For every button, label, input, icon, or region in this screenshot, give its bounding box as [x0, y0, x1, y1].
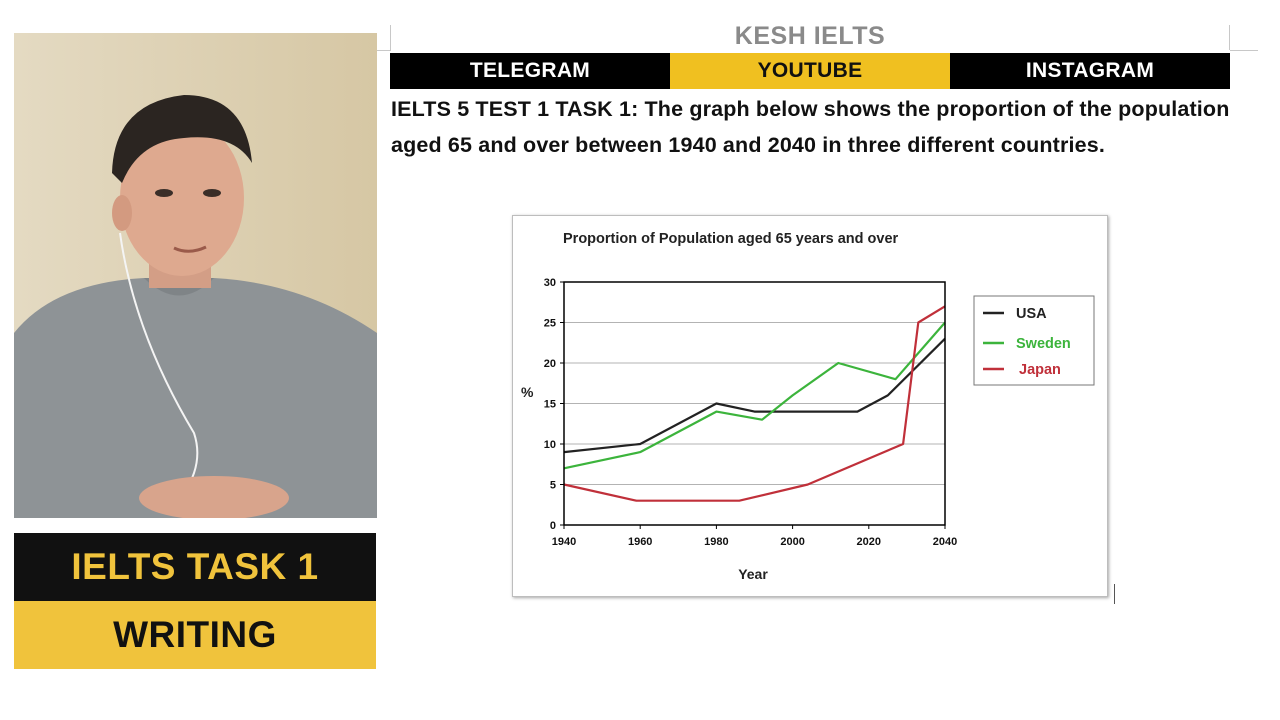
- legend-label: Japan: [1019, 362, 1061, 378]
- task-banner: IELTS TASK 1 WRITING: [14, 533, 376, 669]
- task-prompt: IELTS 5 TEST 1 TASK 1: The graph below s…: [391, 97, 1230, 157]
- x-tick-label: 1980: [704, 536, 728, 548]
- page-margin-mark: [1230, 50, 1258, 51]
- y-tick-label: 0: [550, 520, 556, 532]
- x-tick-label: 1940: [552, 536, 576, 548]
- page-margin-mark: [390, 25, 391, 50]
- youtube-link[interactable]: YOUTUBE: [670, 53, 950, 89]
- x-tick-label: 2040: [933, 536, 957, 548]
- social-links-bar: TELEGRAM YOUTUBE INSTAGRAM: [390, 53, 1230, 89]
- x-tick-label: 2000: [780, 536, 804, 548]
- legend-label: Sweden: [1016, 336, 1071, 352]
- presenter-webcam: [14, 33, 377, 518]
- page-margin-mark: [377, 50, 391, 51]
- y-tick-label: 10: [544, 439, 556, 451]
- instagram-link[interactable]: INSTAGRAM: [950, 53, 1230, 89]
- series-line-usa: [563, 337, 946, 454]
- x-axis-label: Year: [738, 566, 768, 582]
- banner-line-1: IELTS TASK 1: [14, 533, 376, 601]
- series-line-japan: [563, 305, 946, 502]
- chart-legend: USA Sweden Japan: [973, 295, 1095, 386]
- series-line-sweden: [563, 321, 946, 470]
- y-tick-label: 5: [550, 480, 556, 492]
- axis-ticks: 0 5 10 15 20 25 30 1940 1960 1980 2000 2020 2040: [544, 277, 957, 548]
- telegram-link[interactable]: TELEGRAM: [390, 53, 670, 89]
- grid-lines: [564, 322, 945, 485]
- y-tick-label: 25: [544, 318, 556, 330]
- series-lines: [563, 305, 946, 502]
- y-axis-label: %: [521, 384, 534, 400]
- x-tick-label: 2020: [857, 536, 881, 548]
- text-cursor: [1114, 584, 1115, 604]
- y-tick-label: 15: [544, 399, 556, 411]
- chart-title: Proportion of Population aged 65 years a…: [563, 231, 899, 247]
- legend-label: USA: [1016, 306, 1047, 322]
- y-tick-label: 20: [544, 358, 556, 370]
- chart-frame: Proportion of Population aged 65 years a…: [512, 215, 1108, 597]
- x-tick-label: 1960: [628, 536, 652, 548]
- banner-line-2: WRITING: [14, 601, 376, 669]
- y-tick-label: 30: [544, 277, 556, 289]
- brand-title: KESH IELTS: [734, 22, 886, 50]
- page-margin-mark: [1229, 25, 1230, 50]
- presenter-image: [14, 33, 377, 518]
- line-chart: Proportion of Population aged 65 years a…: [521, 231, 1095, 582]
